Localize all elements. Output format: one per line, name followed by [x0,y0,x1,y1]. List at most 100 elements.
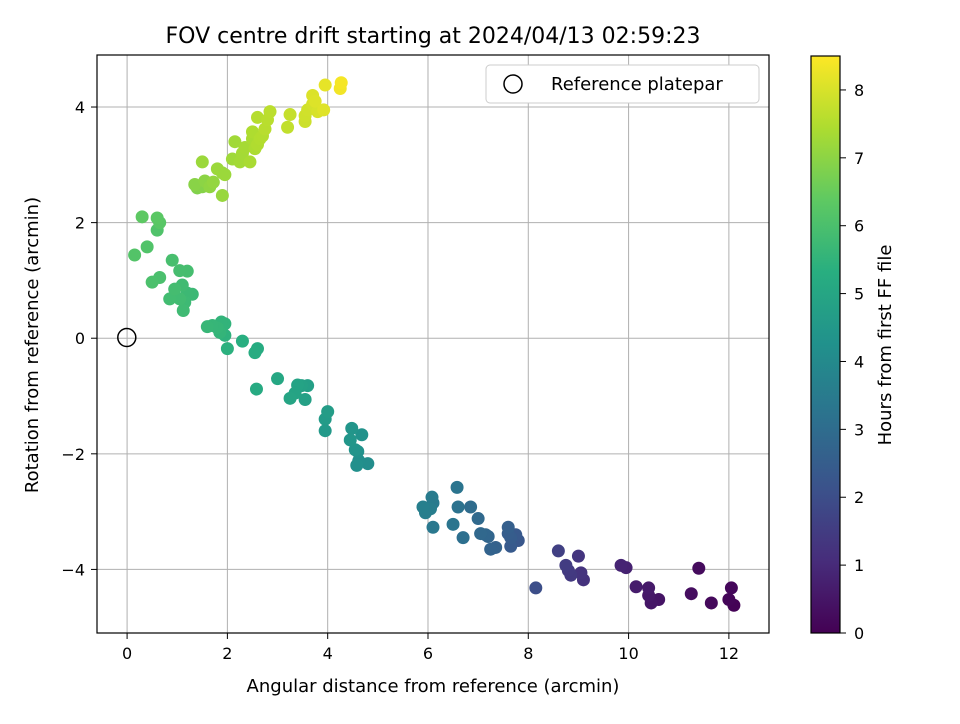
colorbar-tick-label: 1 [854,556,864,575]
data-point [571,549,585,563]
colorbar-tick-label: 0 [854,624,864,643]
chart-title: FOV centre drift starting at 2024/04/13 … [166,24,701,49]
data-point [484,542,498,556]
reference-marker [117,327,137,348]
data-point [724,581,738,595]
data-point [704,596,718,610]
data-point [474,527,488,541]
data-point [317,103,331,117]
legend: Reference platepar [485,64,760,104]
legend-box [485,64,760,104]
data-point [283,391,297,405]
data-point [350,458,364,472]
colorbar-tick-label: 5 [854,285,864,304]
data-point [165,253,179,267]
colorbar-tick-label: 7 [854,149,864,168]
data-point [140,240,154,254]
data-point [642,581,656,595]
data-points [128,76,741,612]
legend-label: Reference platepar [551,74,723,95]
data-point [559,558,573,572]
x-tick-label: 12 [719,644,739,663]
colorbar-tick-label: 4 [854,352,864,371]
data-point [614,558,628,572]
data-point [195,155,209,169]
data-point [176,303,190,317]
x-axis-label: Angular distance from reference (arcmin) [247,676,620,697]
data-point [446,517,460,531]
data-point [128,248,142,262]
y-tick-label: 0 [75,329,85,348]
data-point [425,490,439,504]
x-tick-label: 10 [618,644,638,663]
data-point [188,177,202,191]
y-tick-label: 4 [75,98,85,117]
data-point [456,531,470,545]
data-point [283,108,297,122]
colorbar-gradient [810,55,841,634]
data-point [343,433,357,447]
data-point [173,264,187,278]
data-point [451,500,465,514]
data-point [220,342,234,356]
data-point [574,566,588,580]
colorbar-tick-label: 8 [854,81,864,100]
data-point [355,428,369,442]
data-point [308,94,322,108]
data-point [318,78,332,92]
y-axis-label: Rotation from reference (arcmin) [22,197,43,493]
data-point [464,500,478,514]
x-tick-label: 4 [323,644,333,663]
y-axis-ticks: −4 −2 0 2 4 [61,98,97,579]
data-point [271,372,285,386]
data-point [629,580,643,594]
data-point [348,443,362,457]
data-point [150,211,164,225]
data-point [263,105,277,119]
data-point [471,512,485,526]
data-point [163,292,177,306]
data-point [135,210,149,224]
legend-marker [503,74,523,94]
data-point [529,581,543,595]
x-tick-label: 6 [423,644,433,663]
data-point [684,587,698,601]
data-point [249,382,263,396]
colorbar-tick-label: 6 [854,217,864,236]
plot-frame [96,54,770,634]
data-point [692,561,706,575]
x-axis-ticks: 0 2 4 6 8 10 12 [122,633,739,663]
data-point [145,275,159,289]
data-point [298,392,312,406]
data-point [250,110,264,124]
y-tick-label: 2 [75,214,85,233]
data-point [200,320,214,334]
data-point [416,500,430,514]
x-tick-label: 0 [122,644,132,663]
data-point [168,282,182,296]
data-point [248,346,262,360]
data-point [426,520,440,534]
colorbar-tick-label: 2 [854,488,864,507]
grid [97,55,769,633]
data-point [334,76,348,90]
data-point [345,421,359,435]
data-point [450,480,464,494]
x-tick-label: 8 [523,644,533,663]
y-tick-label: −4 [61,560,85,579]
data-point [722,592,736,606]
colorbar-label: Hours from first FF file [875,245,896,446]
colorbar-ticks: 0 1 2 3 4 5 6 7 8 [840,81,864,643]
y-tick-label: −2 [61,445,85,464]
data-point [228,135,242,149]
data-point [243,155,257,169]
data-point [321,405,335,419]
data-point [206,175,220,189]
data-point [238,140,252,154]
data-point [173,292,187,306]
data-point [318,424,332,438]
data-point [501,520,515,534]
x-tick-label: 2 [222,644,232,663]
data-point [235,334,249,348]
